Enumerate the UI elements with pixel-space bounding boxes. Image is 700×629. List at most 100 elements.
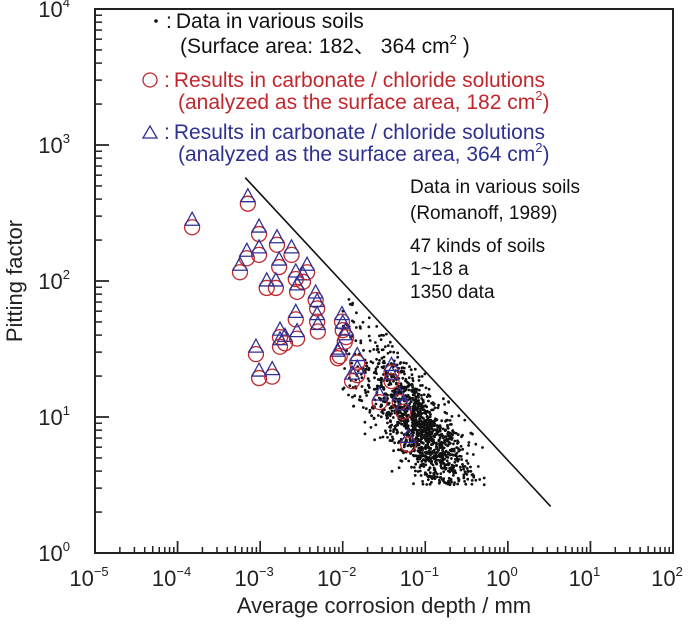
soil-data-point [445,459,449,463]
soil-data-point [374,423,378,427]
soil-data-point [426,442,430,445]
soil-data-point [437,439,441,442]
soil-data-point [376,362,380,365]
solution-result-markers [183,187,417,453]
triangle-marker [395,395,412,411]
legend-triangle-line2-end: ) [542,143,549,166]
soil-data-point [376,365,379,369]
soil-data-point [429,438,432,441]
soil-data-point [428,471,432,474]
soil-data-point [375,344,379,348]
soil-data-point [424,431,428,435]
soil-data-point [431,430,435,433]
soil-data-point [455,446,459,449]
circle-marker [383,372,400,390]
triangle-marker [288,322,306,338]
soil-data-point [408,402,411,406]
soil-data-point [412,398,415,402]
legend-triangle-line2: (analyzed as the surface area, 364 cm [178,143,535,166]
soil-data-point [414,399,417,403]
soil-data-point [419,415,422,418]
soil-data-point [396,355,400,359]
circle-marker [331,347,348,365]
soil-data-point [455,458,459,462]
soil-data-point [435,442,439,446]
soil-data-point [381,348,385,351]
circle-marker [250,225,268,243]
soil-data-point [392,375,396,378]
soil-data-point [378,359,381,362]
soil-data-point [449,478,453,481]
soil-data-point [374,369,378,373]
soil-data-point [348,302,352,306]
soil-data-point [415,457,419,461]
soil-data-point [361,406,365,409]
soil-data-point [444,467,447,471]
circle-marker [298,264,316,281]
soil-data-point [462,476,466,480]
solution-result-marker [395,395,412,420]
triangle-marker [307,283,324,299]
soil-data-point [482,476,486,480]
soil-data-point [408,365,411,369]
solution-result-marker [329,341,346,367]
soil-data-point [411,377,414,380]
soil-data-point [398,414,401,418]
soil-data-point [419,447,423,450]
legend-separator: : [166,10,172,33]
soil-data-point [433,406,437,410]
soil-data-point [433,419,437,422]
soil-data-point [444,449,448,453]
soil-data-point [427,445,430,449]
soil-data-point [430,432,434,435]
soil-data-point [367,366,371,370]
triangle-marker [250,217,268,233]
soil-data-point [360,385,364,388]
circle-marker [250,246,268,264]
tick-labels: 10−5 10−4 10−3 10−2 10−1 100 101 102 100 101 102 10… [38,0,683,591]
soil-data-point [429,413,432,416]
soil-data-point [411,408,415,411]
soil-data-point [420,397,424,400]
soil-data-point [412,402,416,406]
soil-data-point [428,432,432,435]
circle-marker [308,300,326,317]
soil-data-point [413,407,417,411]
soil-data-point [358,325,362,329]
soil-data-point [453,439,457,443]
soil-data-point [428,410,431,414]
soil-data-point [365,365,369,368]
soil-data-point [434,428,438,432]
legend-circle-detail: (analyzed as the surface area, 182 cm2) [178,88,549,114]
soil-data-point [373,376,376,380]
soil-data-point [417,375,421,379]
solution-result-marker [298,255,316,281]
soil-data-point [411,388,415,392]
legend-triangle-line1: Results in carbonate / chloride solution… [174,121,545,144]
soil-data-point [451,453,455,457]
triangle-marker [383,364,400,380]
soil-data-point [476,465,480,468]
soil-data-point [421,480,424,483]
soil-data-point [368,339,372,342]
soil-data-point [430,401,433,405]
circle-marker [239,195,257,212]
soil-data-point [380,333,383,337]
soil-data-point [450,480,453,484]
soil-data-point [385,379,389,383]
soil-data-point [429,418,433,422]
soil-data-point [384,429,387,433]
soil-data-point [404,388,408,392]
soil-data-point [446,433,450,436]
soil-data-point [441,427,445,431]
soil-data-point [386,421,389,425]
y-tick-label: 104 [38,0,70,22]
solution-result-marker [287,303,304,328]
soil-data-point [426,418,430,421]
soil-data-point [399,448,402,452]
soil-data-point [452,442,455,446]
soil-data-point [375,387,379,390]
soil-data-point [435,475,439,479]
soil-data-point [461,463,464,466]
soil-data-point [369,426,373,429]
